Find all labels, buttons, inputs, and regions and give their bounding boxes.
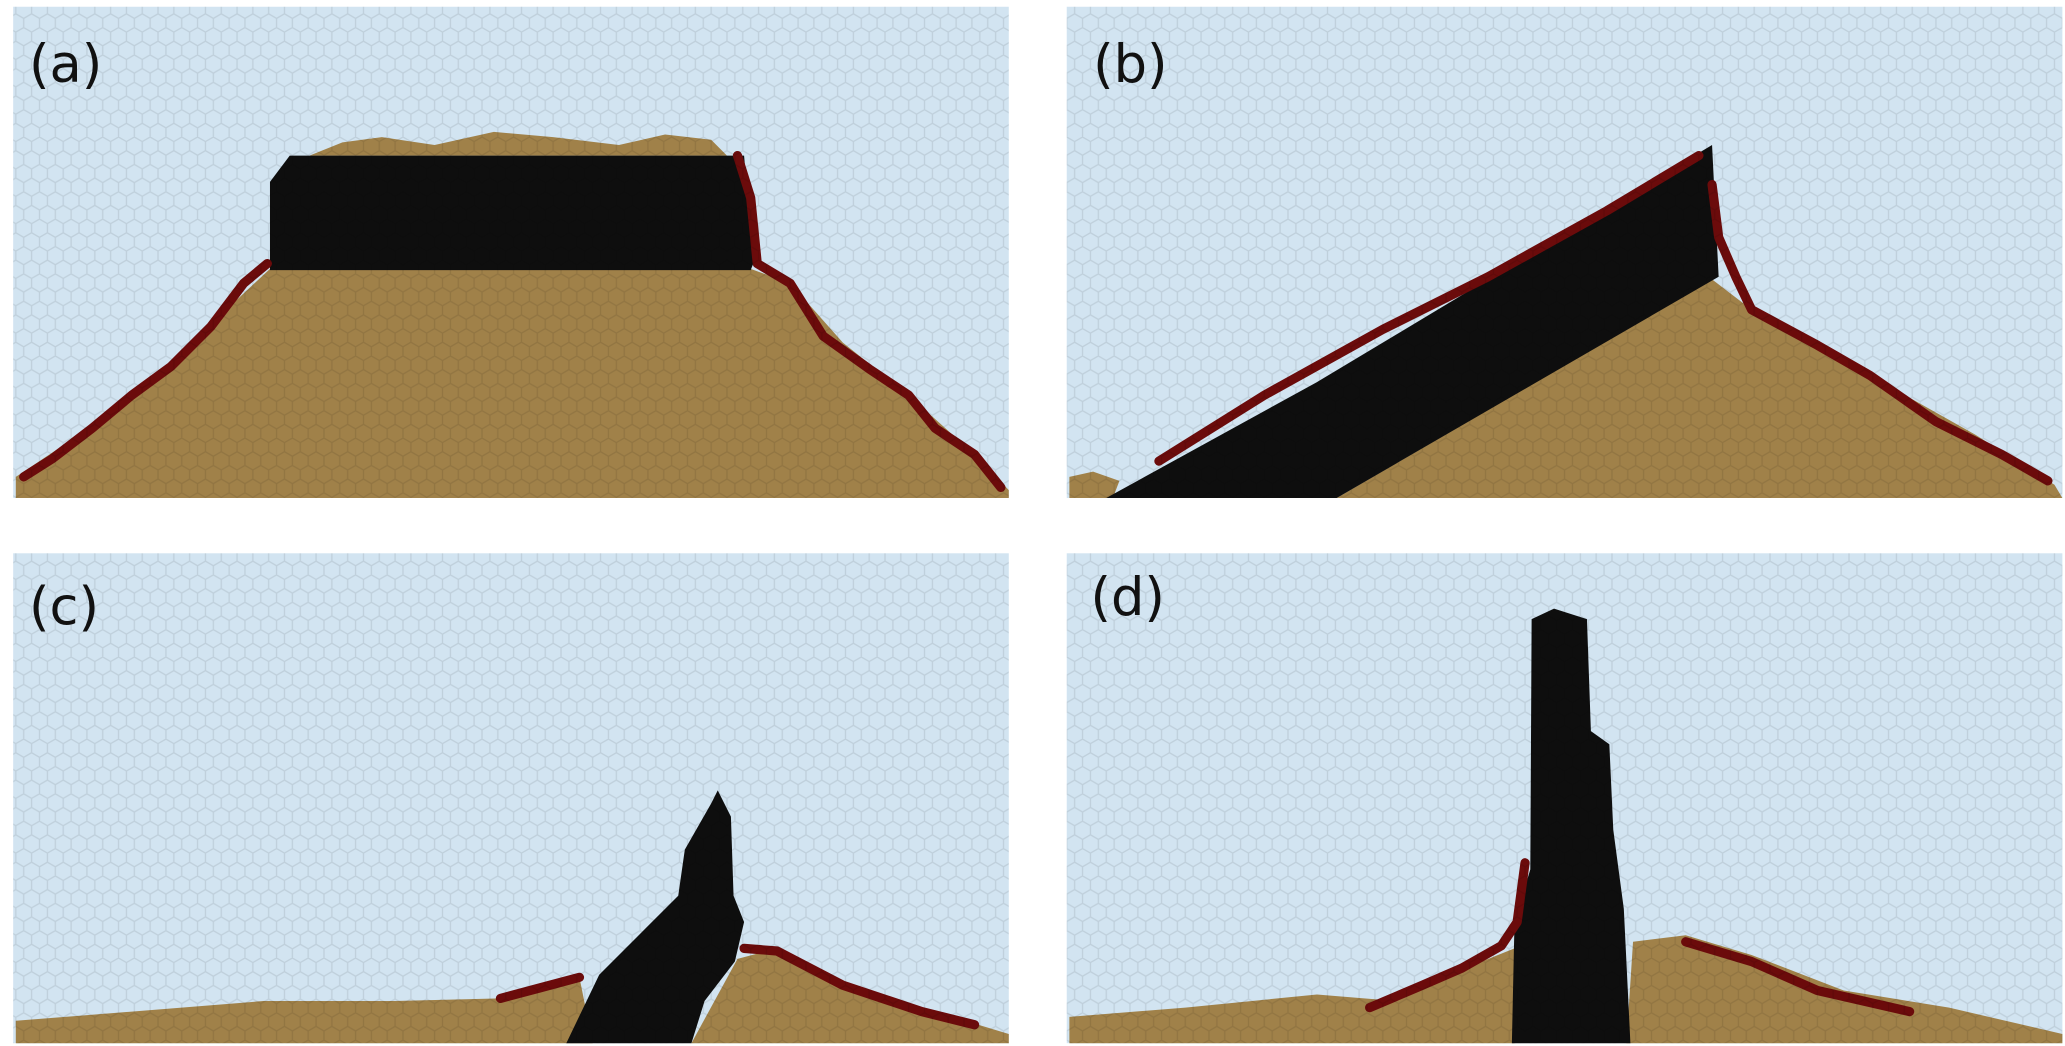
panel-label: (a) (29, 34, 102, 95)
panel-a: (a) (13, 6, 1009, 498)
panel-c: (c) (13, 553, 1009, 1044)
hex-grid (13, 553, 1009, 1044)
hex-grid (1066, 553, 2063, 1044)
hex-grid (1066, 6, 2063, 498)
hex-grid (13, 6, 1009, 498)
panel-label: (c) (29, 576, 99, 637)
panel-label: (d) (1090, 567, 1165, 628)
panel-b: (b) (1066, 6, 2063, 498)
panel-d: (d) (1066, 553, 2063, 1044)
panel-label: (b) (1093, 34, 1168, 95)
